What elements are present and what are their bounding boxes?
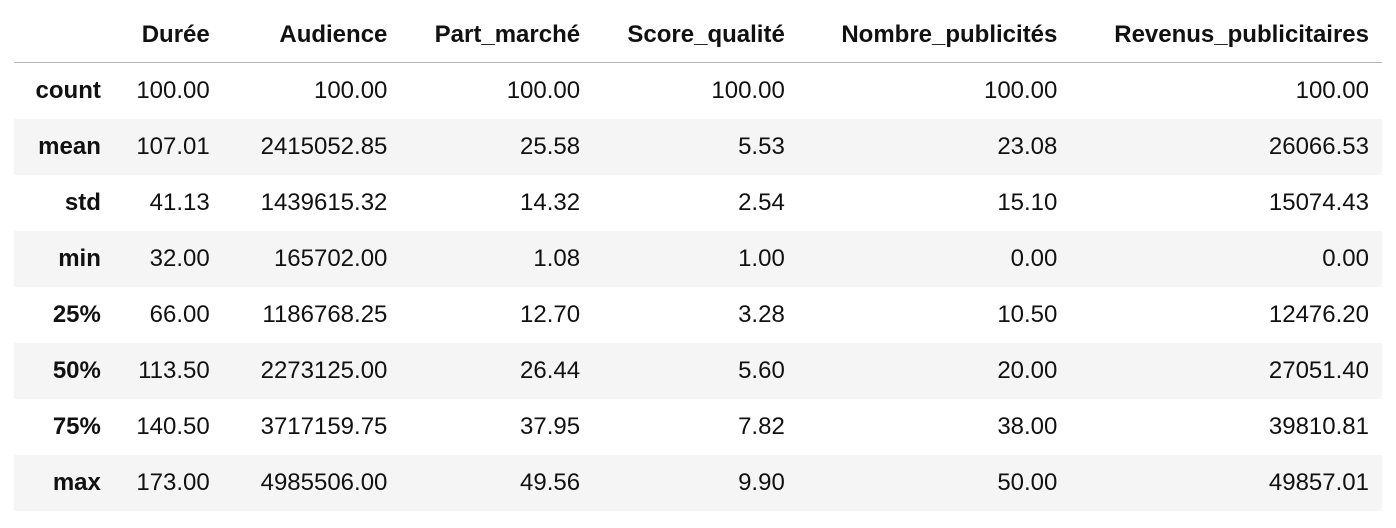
table-cell: 27051.40 bbox=[1268, 356, 1369, 384]
table-cell: 3717159.75 bbox=[260, 412, 388, 440]
column-header-index bbox=[14, 8, 114, 63]
table-cell: 5.60 bbox=[738, 356, 785, 384]
table-cell: 1439615.32 bbox=[260, 188, 388, 216]
row-label: 25% bbox=[52, 300, 101, 328]
table-row: 25% 66.00 1186768.25 12.70 3.28 10.50 12… bbox=[14, 286, 1382, 343]
row-label: 75% bbox=[52, 412, 101, 440]
table-cell: 1.00 bbox=[738, 244, 785, 272]
row-label: min bbox=[58, 244, 101, 272]
column-header-part-marche: Part_marché bbox=[400, 8, 594, 63]
table-cell: 100.00 bbox=[136, 76, 210, 104]
table-cell: 15.10 bbox=[997, 188, 1058, 216]
table-cell: 14.32 bbox=[520, 188, 581, 216]
table-cell: 49857.01 bbox=[1268, 468, 1369, 496]
table-cell: 107.01 bbox=[136, 132, 210, 160]
table-cell: 2273125.00 bbox=[260, 356, 388, 384]
table-row: min 32.00 165702.00 1.08 1.00 0.00 0.00 bbox=[14, 230, 1382, 287]
table-cell: 12476.20 bbox=[1268, 300, 1369, 328]
table-cell: 4985506.00 bbox=[260, 468, 388, 496]
table-cell: 26066.53 bbox=[1268, 132, 1369, 160]
column-header-audience: Audience bbox=[222, 8, 401, 63]
table-cell: 100.00 bbox=[313, 76, 388, 104]
table-cell: 38.00 bbox=[997, 412, 1058, 440]
table-cell: 3.28 bbox=[738, 300, 785, 328]
table-cell: 10.50 bbox=[997, 300, 1058, 328]
table-cell: 49.56 bbox=[520, 468, 581, 496]
table-cell: 12.70 bbox=[520, 300, 581, 328]
column-header-duree: Durée bbox=[113, 8, 223, 63]
table-row: count 100.00 100.00 100.00 100.00 100.00… bbox=[14, 62, 1382, 119]
table-row: 75% 140.50 3717159.75 37.95 7.82 38.00 3… bbox=[14, 398, 1382, 455]
table-cell: 5.53 bbox=[738, 132, 785, 160]
table-cell: 1.08 bbox=[533, 244, 581, 272]
table-cell: 15074.43 bbox=[1268, 188, 1369, 216]
table-cell: 41.13 bbox=[149, 188, 210, 216]
column-header-nombre-publicites: Nombre_publicités bbox=[797, 8, 1071, 63]
table-cell: 0.00 bbox=[1010, 244, 1058, 272]
table-cell: 0.00 bbox=[1322, 244, 1369, 272]
table-row: 50% 113.50 2273125.00 26.44 5.60 20.00 2… bbox=[14, 342, 1382, 399]
header-row: Durée Audience Part_marché Score_qualité… bbox=[14, 8, 1382, 63]
column-header-revenus-publicitaires: Revenus_publicitaires bbox=[1070, 8, 1382, 63]
table-cell: 100.00 bbox=[1295, 76, 1369, 104]
table-cell: 1186768.25 bbox=[262, 300, 388, 328]
table-cell: 100.00 bbox=[983, 76, 1058, 104]
row-label: count bbox=[35, 76, 101, 104]
table-row: std 41.13 1439615.32 14.32 2.54 15.10 15… bbox=[14, 174, 1382, 231]
table-cell: 100.00 bbox=[506, 76, 581, 104]
describe-table: Durée Audience Part_marché Score_qualité… bbox=[14, 8, 1382, 511]
table-cell: 32.00 bbox=[149, 244, 210, 272]
table-cell: 2415052.85 bbox=[260, 132, 388, 160]
table-cell: 66.00 bbox=[149, 300, 210, 328]
table-cell: 37.95 bbox=[520, 412, 581, 440]
table-cell: 165702.00 bbox=[273, 244, 388, 272]
table-cell: 2.54 bbox=[738, 188, 785, 216]
table-cell: 100.00 bbox=[711, 76, 785, 104]
table-cell: 7.82 bbox=[738, 412, 785, 440]
column-header-score-qualite: Score_qualité bbox=[593, 8, 798, 63]
row-label: mean bbox=[38, 132, 101, 160]
table-cell: 173.00 bbox=[136, 468, 210, 496]
table-row: mean 107.01 2415052.85 25.58 5.53 23.08 … bbox=[14, 118, 1382, 175]
table-cell: 140.50 bbox=[136, 412, 210, 440]
row-label: 50% bbox=[52, 356, 101, 384]
table-row: max 173.00 4985506.00 49.56 9.90 50.00 4… bbox=[14, 454, 1382, 511]
table-cell: 20.00 bbox=[997, 356, 1058, 384]
row-label: max bbox=[52, 468, 101, 496]
table-cell: 9.90 bbox=[738, 468, 785, 496]
row-label: std bbox=[64, 188, 101, 216]
table-cell: 50.00 bbox=[997, 468, 1058, 496]
table-cell: 23.08 bbox=[997, 132, 1058, 160]
table-cell: 26.44 bbox=[520, 356, 581, 384]
table-cell: 39810.81 bbox=[1268, 412, 1369, 440]
table-cell: 113.50 bbox=[138, 356, 210, 384]
table-cell: 25.58 bbox=[520, 132, 581, 160]
